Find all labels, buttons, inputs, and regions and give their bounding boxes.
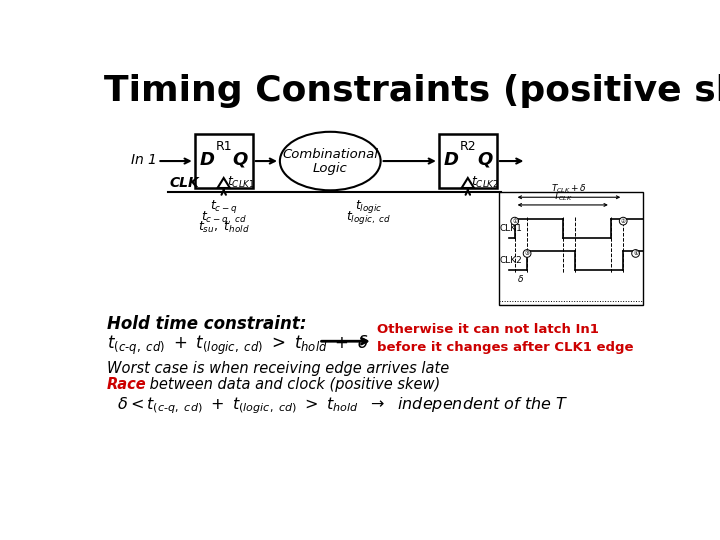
Text: $\delta$: $\delta$ xyxy=(518,273,524,285)
Text: $t_{(c\text{-}q,\ cd)}\ +\ t_{(logic,\ cd)}\ >\ t_{hold}\ +\ \delta$: $t_{(c\text{-}q,\ cd)}\ +\ t_{(logic,\ c… xyxy=(107,334,369,357)
Text: $t_{logic,\ cd}$: $t_{logic,\ cd}$ xyxy=(346,209,392,226)
Circle shape xyxy=(523,249,531,257)
Text: CLK2: CLK2 xyxy=(500,256,523,265)
Text: CLK: CLK xyxy=(170,176,199,190)
FancyBboxPatch shape xyxy=(499,192,644,305)
Text: $T_{CLK}+\delta$: $T_{CLK}+\delta$ xyxy=(551,183,587,195)
FancyBboxPatch shape xyxy=(194,134,253,188)
Text: Q: Q xyxy=(233,151,248,168)
Text: Combinational: Combinational xyxy=(282,147,378,160)
Text: R1: R1 xyxy=(215,140,232,153)
Text: $T_{CLK}$: $T_{CLK}$ xyxy=(553,191,572,204)
Circle shape xyxy=(631,249,639,257)
Text: $t_{c-q,\ cd}$: $t_{c-q,\ cd}$ xyxy=(201,209,246,226)
Text: D: D xyxy=(199,151,215,168)
Text: ②: ② xyxy=(621,219,626,224)
Text: $t_{logic}$: $t_{logic}$ xyxy=(356,198,382,215)
Text: Q: Q xyxy=(477,151,492,168)
Text: $\delta < t_{(c\text{-}q,\ cd)}\ +\ t_{(logic,\ cd)}\ >\ t_{hold}$  $\rightarrow: $\delta < t_{(c\text{-}q,\ cd)}\ +\ t_{(… xyxy=(107,396,569,416)
Text: Timing Constraints (positive skew): Timing Constraints (positive skew) xyxy=(104,74,720,108)
FancyBboxPatch shape xyxy=(438,134,497,188)
Text: $t_{CLK1}$: $t_{CLK1}$ xyxy=(227,175,255,190)
Text: $In$ 1: $In$ 1 xyxy=(130,152,156,166)
Text: $t_{c-q}$: $t_{c-q}$ xyxy=(210,198,238,215)
Circle shape xyxy=(619,217,627,225)
Text: ③: ③ xyxy=(525,251,529,256)
Text: R2: R2 xyxy=(459,140,476,153)
Text: $t_{CLK2}$: $t_{CLK2}$ xyxy=(471,175,499,190)
Text: between data and clock (positive skew): between data and clock (positive skew) xyxy=(145,377,440,392)
Text: Worst case is when receiving edge arrives late: Worst case is when receiving edge arrive… xyxy=(107,361,449,376)
Text: CLK1: CLK1 xyxy=(500,224,523,233)
Text: ①: ① xyxy=(512,219,517,224)
Text: Hold time constraint:: Hold time constraint: xyxy=(107,315,307,333)
Text: Otherwise it can not latch In1
before it changes after CLK1 edge: Otherwise it can not latch In1 before it… xyxy=(377,323,634,354)
Text: ④: ④ xyxy=(633,251,638,256)
Circle shape xyxy=(510,217,518,225)
Text: Logic: Logic xyxy=(313,162,348,176)
Text: $t_{su},\ t_{hold}$: $t_{su},\ t_{hold}$ xyxy=(198,220,250,235)
Text: Race: Race xyxy=(107,377,147,392)
Text: D: D xyxy=(444,151,459,168)
